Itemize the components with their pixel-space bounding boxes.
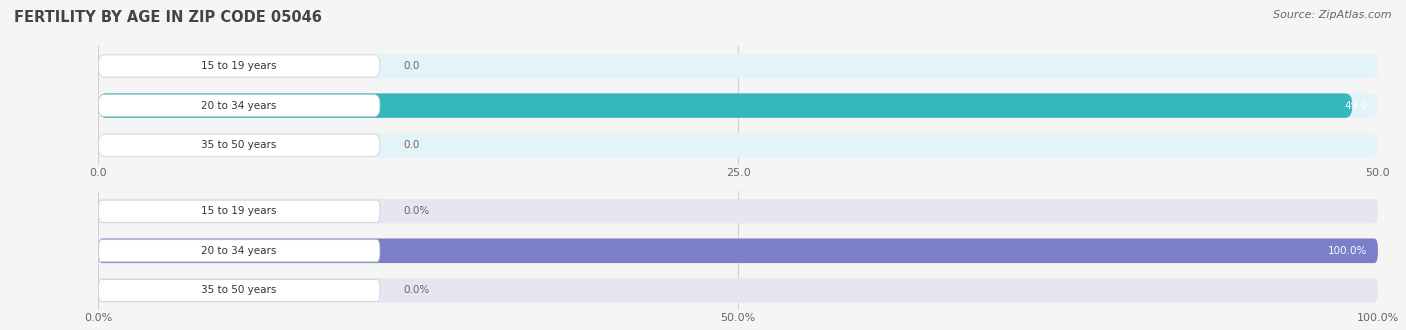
Text: 0.0%: 0.0% [404, 206, 429, 216]
FancyBboxPatch shape [98, 133, 1378, 157]
FancyBboxPatch shape [98, 95, 380, 116]
FancyBboxPatch shape [98, 199, 1378, 223]
Text: 15 to 19 years: 15 to 19 years [201, 61, 277, 71]
FancyBboxPatch shape [98, 200, 380, 222]
Text: 100.0%: 100.0% [1329, 246, 1368, 256]
Text: 0.0%: 0.0% [404, 285, 429, 295]
Text: 35 to 50 years: 35 to 50 years [201, 285, 277, 295]
Text: 49.0: 49.0 [1344, 101, 1368, 111]
FancyBboxPatch shape [98, 240, 380, 262]
Text: FERTILITY BY AGE IN ZIP CODE 05046: FERTILITY BY AGE IN ZIP CODE 05046 [14, 10, 322, 25]
FancyBboxPatch shape [98, 278, 1378, 303]
FancyBboxPatch shape [98, 280, 380, 301]
FancyBboxPatch shape [98, 134, 380, 156]
Text: 20 to 34 years: 20 to 34 years [201, 246, 277, 256]
Text: 15 to 19 years: 15 to 19 years [201, 206, 277, 216]
FancyBboxPatch shape [98, 93, 1378, 118]
FancyBboxPatch shape [98, 54, 1378, 78]
Text: 20 to 34 years: 20 to 34 years [201, 101, 277, 111]
FancyBboxPatch shape [98, 93, 1353, 118]
FancyBboxPatch shape [98, 55, 380, 77]
Text: Source: ZipAtlas.com: Source: ZipAtlas.com [1274, 10, 1392, 20]
Text: 0.0: 0.0 [404, 61, 419, 71]
Text: 0.0: 0.0 [404, 140, 419, 150]
FancyBboxPatch shape [98, 239, 1378, 263]
FancyBboxPatch shape [98, 239, 1378, 263]
Text: 35 to 50 years: 35 to 50 years [201, 140, 277, 150]
